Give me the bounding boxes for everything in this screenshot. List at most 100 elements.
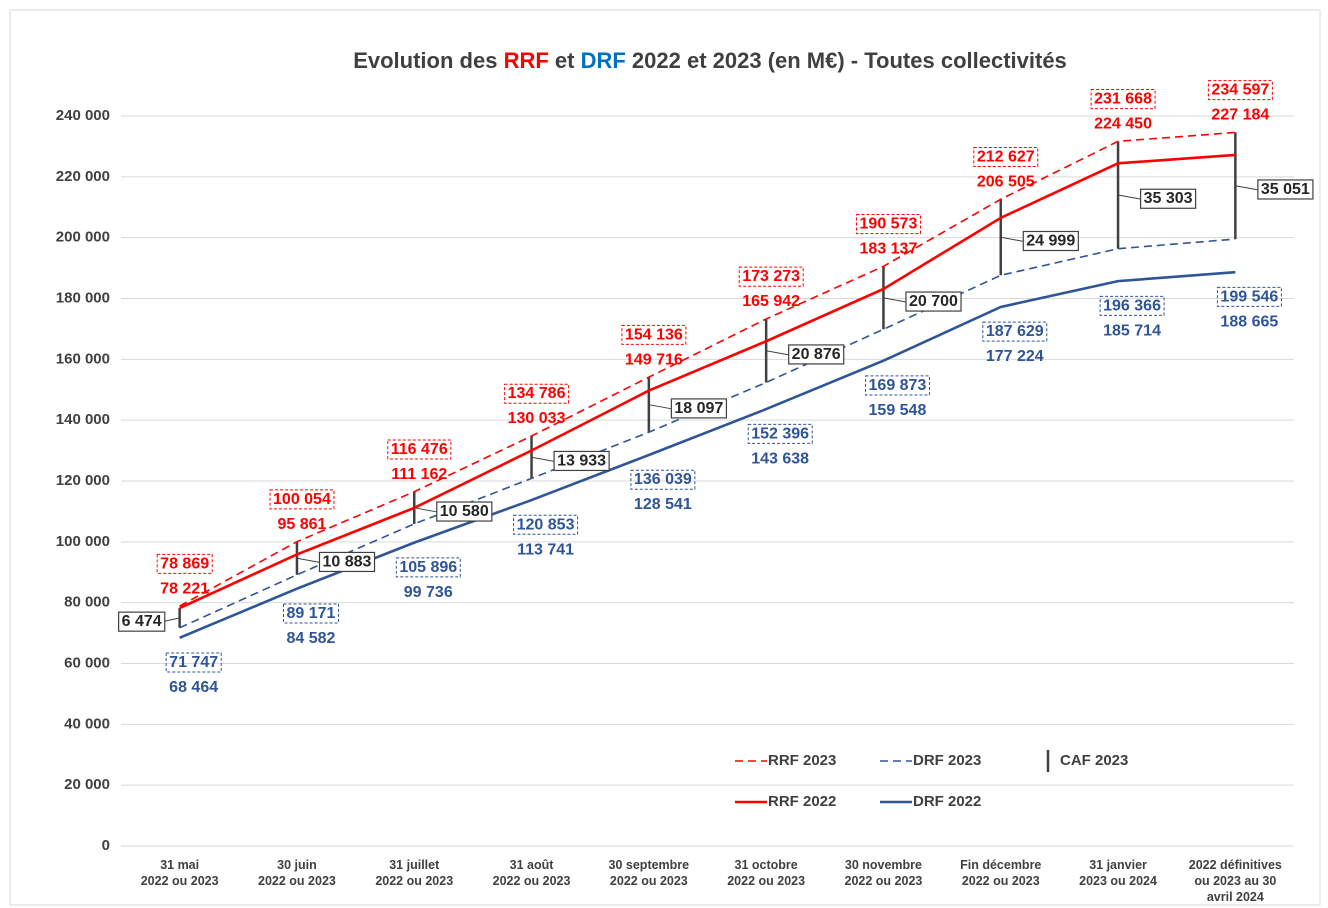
y-tick-label: 60 000 (64, 654, 110, 671)
leader-line (883, 297, 906, 303)
value-label: 84 582 (286, 630, 335, 647)
y-tick-label: 180 000 (56, 289, 110, 306)
y-tick-label: 200 000 (56, 229, 110, 246)
value-label: 143 638 (751, 450, 809, 467)
legend-label: RRF 2023 (768, 752, 836, 769)
label-box (553, 450, 610, 472)
value-label: 100 054 (273, 491, 331, 508)
value-label: 78 221 (160, 580, 209, 597)
value-label: 159 548 (869, 402, 927, 419)
label-box (630, 469, 696, 490)
value-label: 20 876 (792, 346, 841, 363)
value-label: 24 999 (1026, 232, 1075, 249)
title-part: et (549, 48, 581, 73)
x-tick-label: 30 septembre 2022 ou 2023 (609, 858, 690, 888)
value-label: 183 137 (860, 241, 918, 258)
value-label: 134 786 (508, 385, 566, 402)
label-box (387, 439, 452, 460)
legend-label: RRF 2022 (768, 793, 836, 810)
value-label: 149 716 (625, 351, 683, 368)
label-box (165, 652, 222, 673)
label-box (738, 266, 804, 287)
x-tick-label: 31 mai 2022 ou 2023 (141, 858, 219, 888)
label-box (973, 146, 1039, 167)
value-label: 224 450 (1094, 116, 1152, 133)
leader-line (1000, 236, 1023, 242)
label-box (513, 514, 579, 535)
value-label: 152 396 (751, 425, 809, 442)
value-label: 113 741 (517, 541, 574, 558)
y-tick-label: 160 000 (56, 350, 110, 367)
y-tick-label: 0 (102, 837, 110, 854)
value-label: 212 627 (977, 148, 1035, 165)
x-tick-label: 31 janvier 2023 ou 2024 (1079, 858, 1157, 888)
y-tick-label: 20 000 (64, 776, 110, 793)
x-tick-label: 31 octobre 2022 ou 2023 (727, 858, 805, 888)
legend-label: DRF 2023 (913, 752, 981, 769)
legend-label: DRF 2022 (913, 793, 981, 810)
x-tick-label: 31 juillet 2022 ou 2023 (375, 858, 453, 888)
value-label: 188 665 (1220, 313, 1278, 330)
value-label: 154 136 (625, 326, 683, 343)
x-tick-label: 31 août 2022 ou 2023 (493, 858, 571, 888)
value-label: 116 476 (391, 441, 448, 458)
title-part: Evolution des (353, 48, 503, 73)
label-box (118, 611, 166, 632)
label-box (504, 383, 570, 404)
label-box (156, 553, 213, 574)
label-box (982, 321, 1048, 342)
value-label: 35 051 (1261, 181, 1310, 198)
value-label: 13 933 (557, 452, 606, 469)
value-label: 89 171 (286, 605, 335, 622)
label-box (670, 398, 728, 419)
series-line (179, 270, 1236, 639)
value-label: 20 700 (909, 293, 958, 310)
x-tick-label: 30 novembre 2022 ou 2023 (845, 858, 923, 888)
value-label: 231 668 (1094, 91, 1152, 108)
label-box (865, 375, 930, 396)
y-tick-label: 220 000 (56, 168, 110, 185)
label-box (318, 551, 376, 573)
y-tick-label: 140 000 (56, 411, 110, 428)
label-box (1090, 89, 1156, 110)
value-label: 187 629 (986, 323, 1044, 340)
label-box (788, 344, 845, 365)
chart-frame (9, 9, 1321, 906)
leader-line (531, 456, 554, 462)
value-label: 35 303 (1144, 190, 1193, 207)
value-label: 128 541 (634, 496, 692, 513)
y-tick-label: 80 000 (64, 594, 110, 611)
label-box (1216, 286, 1282, 307)
x-tick-label: 30 juin 2022 ou 2023 (258, 858, 336, 888)
y-tick-label: 100 000 (56, 533, 110, 550)
value-label: 10 580 (440, 503, 489, 520)
leader-line (414, 507, 437, 513)
value-label: 177 224 (986, 348, 1044, 365)
legend-label: CAF 2023 (1060, 752, 1128, 769)
value-label: 185 714 (1103, 322, 1161, 339)
label-box (856, 214, 921, 235)
label-box (1257, 179, 1314, 200)
value-label: 99 736 (404, 584, 453, 601)
title-part: DRF (581, 48, 626, 73)
value-label: 111 162 (391, 466, 447, 483)
title-part: 2022 et 2023 (en M€) - Toutes collectivi… (626, 48, 1067, 73)
value-label: 95 861 (277, 516, 326, 533)
x-tick-label: Fin décembre 2022 ou 2023 (960, 858, 1041, 888)
value-label: 199 546 (1220, 288, 1278, 305)
leader-line (296, 557, 320, 563)
leader-line (1117, 194, 1141, 200)
value-label: 78 869 (160, 555, 209, 572)
label-box (269, 489, 335, 510)
value-label: 196 366 (1103, 297, 1161, 314)
value-label: 136 039 (634, 471, 692, 488)
value-label: 173 273 (742, 268, 800, 285)
value-label: 120 853 (517, 516, 575, 533)
y-tick-label: 40 000 (64, 715, 110, 732)
label-box (747, 423, 813, 444)
value-label: 105 896 (399, 559, 457, 576)
y-tick-label: 240 000 (56, 107, 110, 124)
value-label: 169 873 (869, 377, 927, 394)
label-box (1099, 295, 1165, 316)
label-box (1139, 188, 1197, 209)
